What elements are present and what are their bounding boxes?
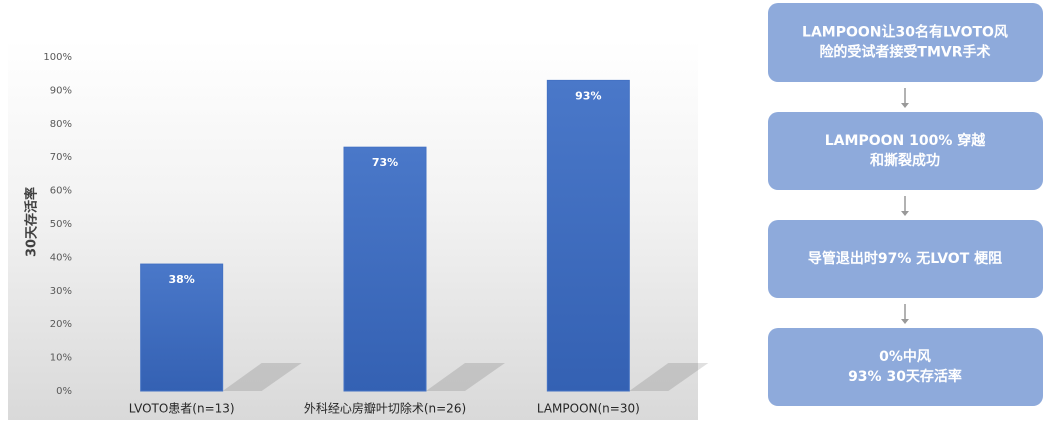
y-tick-label: 50%: [50, 219, 72, 230]
y-axis-label: 30天存活率: [24, 187, 40, 257]
data-label: 93%: [575, 89, 601, 102]
flow-text: LAMPOON让30名有LVOTO风: [802, 24, 1008, 41]
y-tick-label: 0%: [56, 386, 72, 397]
bar: [140, 263, 224, 392]
y-tick-label: 20%: [50, 319, 72, 330]
flow-box: [768, 220, 1043, 298]
data-label: 38%: [168, 273, 194, 286]
flow-box: [768, 3, 1043, 82]
data-label: 73%: [372, 156, 398, 169]
y-tick-label: 80%: [50, 119, 72, 130]
flow-text: 0%中风: [879, 348, 931, 365]
y-tick-label: 30%: [50, 286, 72, 297]
x-tick-label: LAMPOON(n=30): [537, 402, 640, 416]
y-tick-label: 60%: [50, 186, 72, 197]
bar: [343, 146, 427, 392]
y-tick-label: 90%: [50, 85, 72, 96]
y-tick-label: 70%: [50, 152, 72, 163]
flow-text: 险的受试者接受TMVR手术: [819, 44, 990, 61]
flow-arrowhead: [901, 319, 909, 324]
flow-text: 93% 30天存活率: [848, 368, 962, 385]
bar-shadow: [222, 363, 302, 391]
chart: 0% 10% 20% 30% 40% 50% 60% 70% 80% 90% 100% LVOTO患者…: [43, 52, 709, 416]
bar: [546, 79, 630, 392]
y-tick-label: 100%: [43, 52, 72, 63]
x-tick-label: LVOTO患者(n=13): [129, 402, 235, 416]
y-tick-label: 10%: [50, 353, 72, 364]
y-tick-label: 40%: [50, 252, 72, 263]
flow-text: 和撕裂成功: [870, 152, 940, 169]
flow-arrowhead: [901, 211, 909, 216]
flow-text: 导管退出时97% 无LVOT 梗阻: [808, 250, 1002, 267]
bar-shadow: [629, 363, 709, 391]
flow-arrowhead: [901, 103, 909, 108]
bar-shadow: [426, 363, 505, 391]
flow-box: [768, 328, 1043, 406]
flow-text: LAMPOON 100% 穿越: [825, 132, 986, 149]
flow-box: [768, 112, 1043, 190]
x-tick-label: 外科经心房瓣叶切除术(n=26): [304, 401, 466, 416]
